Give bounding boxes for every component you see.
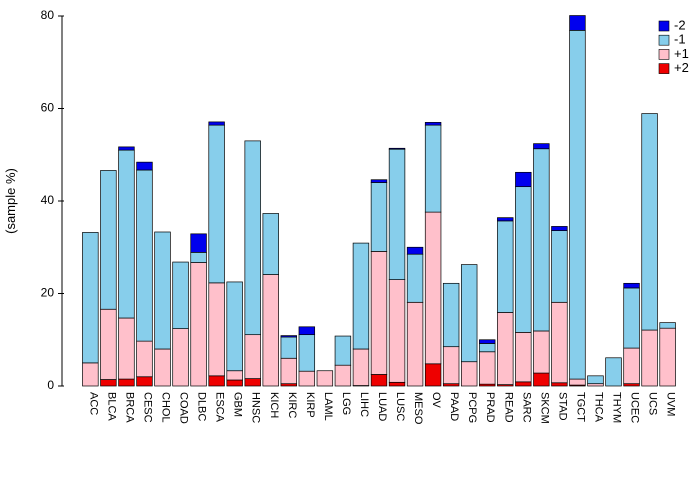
svg-text:KIRC: KIRC (286, 392, 298, 418)
svg-text:-1: -1 (674, 32, 686, 47)
svg-text:LIHC: LIHC (358, 392, 370, 417)
svg-text:PRAD: PRAD (484, 392, 496, 423)
svg-text:LUSC: LUSC (394, 392, 406, 421)
svg-text:OV: OV (430, 392, 442, 409)
svg-text:UVM: UVM (665, 392, 677, 416)
svg-text:PAAD: PAAD (448, 392, 460, 421)
svg-text:LGG: LGG (340, 392, 352, 415)
svg-text:(sample %): (sample %) (3, 168, 18, 234)
svg-text:40: 40 (41, 193, 55, 207)
svg-text:ACC: ACC (87, 392, 99, 415)
svg-text:READ: READ (502, 392, 514, 423)
svg-text:LUAD: LUAD (376, 392, 388, 421)
svg-text:HNSC: HNSC (250, 392, 262, 423)
svg-text:KICH: KICH (268, 392, 280, 418)
svg-text:UCEC: UCEC (629, 392, 641, 423)
svg-text:UCS: UCS (647, 392, 659, 415)
svg-text:GBM: GBM (232, 392, 244, 417)
svg-text:BRCA: BRCA (123, 392, 135, 423)
svg-text:-2: -2 (674, 18, 686, 33)
svg-text:PCPG: PCPG (466, 392, 478, 423)
svg-text:ESCA: ESCA (214, 392, 226, 423)
svg-text:20: 20 (41, 286, 55, 300)
svg-text:60: 60 (41, 101, 55, 115)
svg-text:SARC: SARC (520, 392, 532, 423)
svg-text:LAML: LAML (322, 392, 334, 421)
svg-text:TGCT: TGCT (574, 392, 586, 422)
svg-text:COAD: COAD (178, 392, 190, 424)
svg-text:CESC: CESC (141, 392, 153, 423)
svg-text:MESO: MESO (412, 392, 424, 425)
svg-text:+2: +2 (674, 60, 689, 75)
svg-text:80: 80 (41, 8, 55, 22)
svg-text:THYM: THYM (611, 392, 623, 423)
svg-text:+1: +1 (674, 46, 689, 61)
svg-text:BLCA: BLCA (105, 392, 117, 421)
svg-text:DLBC: DLBC (196, 392, 208, 421)
svg-text:KIRP: KIRP (304, 392, 316, 418)
svg-text:STAD: STAD (556, 392, 568, 421)
svg-text:CHOL: CHOL (160, 392, 172, 423)
svg-text:THCA: THCA (592, 392, 604, 423)
svg-text:0: 0 (47, 378, 54, 392)
svg-text:SKCM: SKCM (538, 392, 550, 424)
